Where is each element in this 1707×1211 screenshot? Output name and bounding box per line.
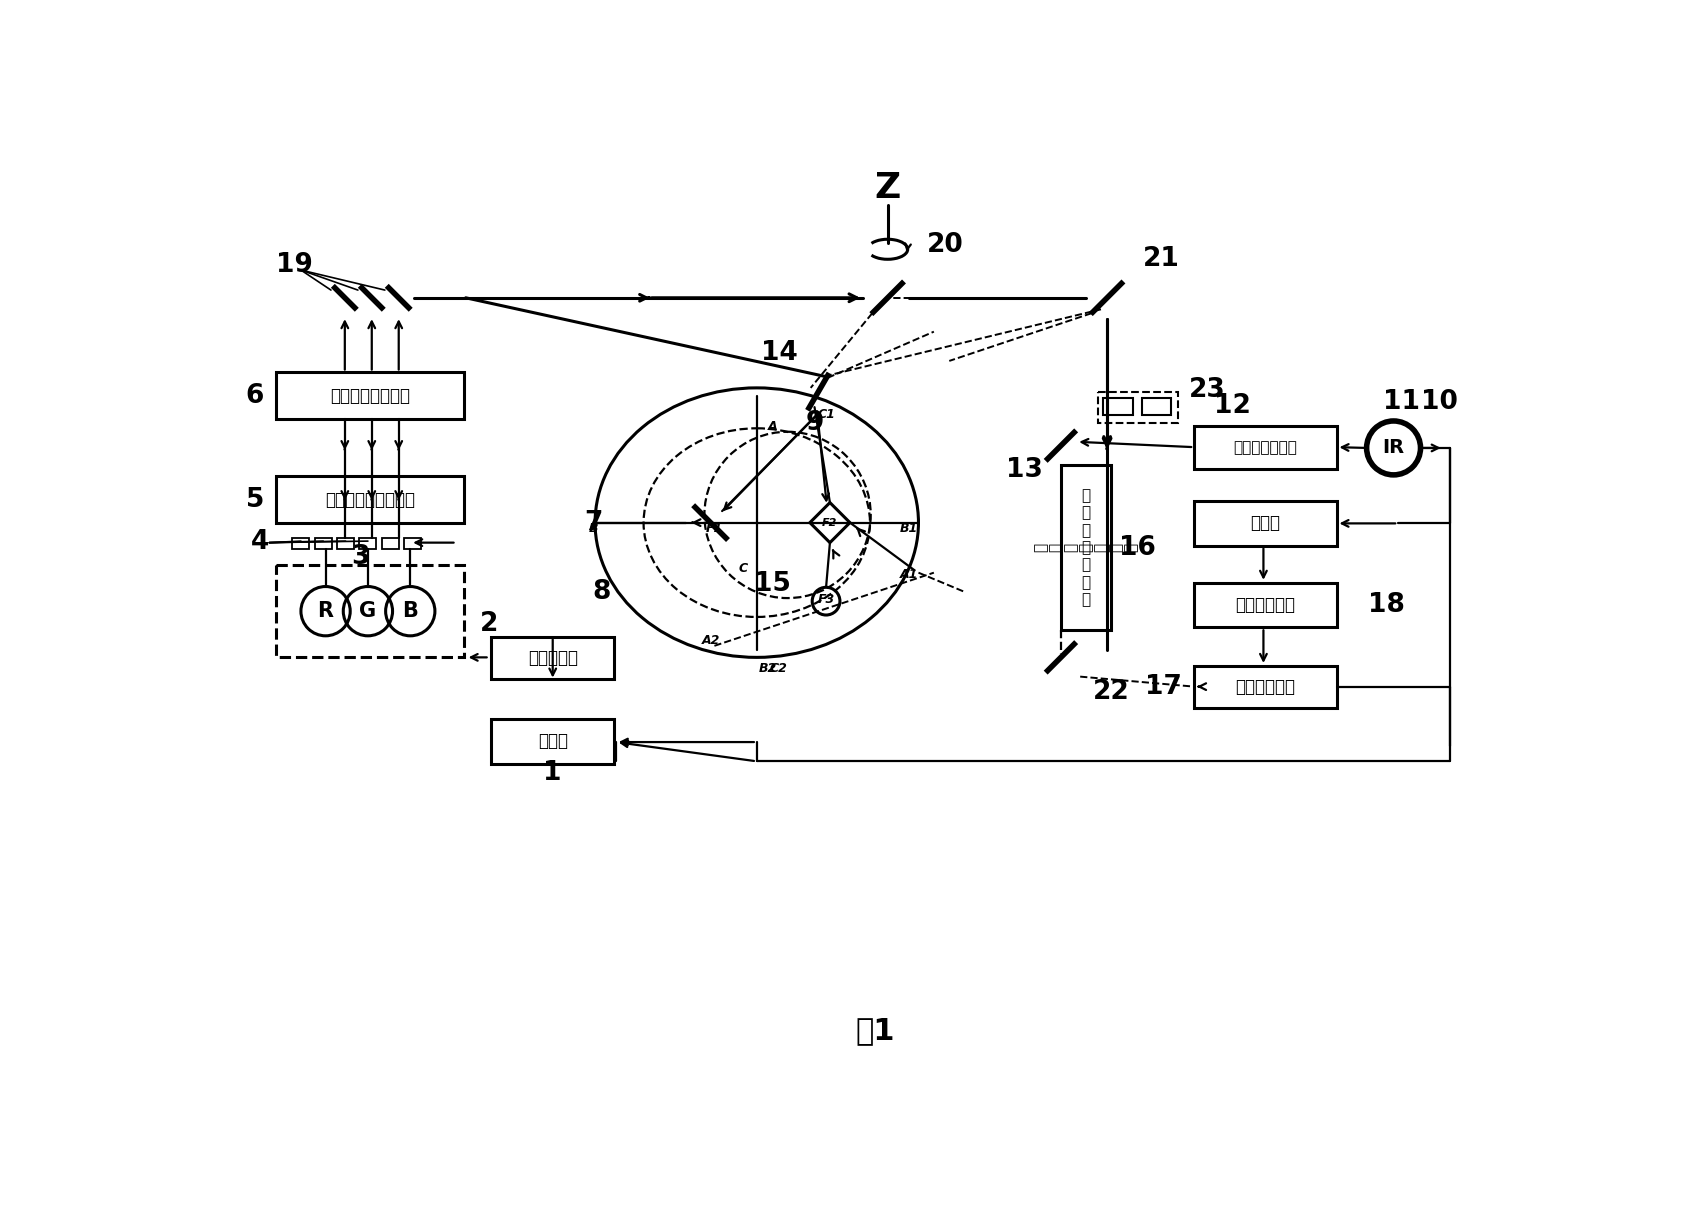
Text: 计算机: 计算机 — [1250, 515, 1280, 533]
Text: 图像处理模块: 图像处理模块 — [1234, 596, 1294, 614]
Text: 10: 10 — [1420, 389, 1458, 414]
Text: C: C — [737, 562, 748, 575]
Text: 12: 12 — [1214, 392, 1250, 419]
Text: 图1: 图1 — [855, 1016, 894, 1045]
FancyBboxPatch shape — [336, 538, 353, 549]
Text: B: B — [589, 522, 597, 535]
Text: 17: 17 — [1144, 673, 1181, 700]
Text: F2: F2 — [821, 517, 836, 528]
Text: 16: 16 — [1118, 534, 1156, 561]
FancyBboxPatch shape — [275, 373, 464, 419]
Text: G: G — [358, 601, 376, 621]
Text: 第
二
红
外
准
直
仪: 第 二 红 外 准 直 仪 — [1033, 543, 1139, 552]
Text: 18: 18 — [1367, 592, 1405, 618]
Text: B1: B1 — [900, 522, 918, 535]
Text: A1: A1 — [900, 568, 918, 581]
Text: B: B — [403, 601, 418, 621]
Text: F3: F3 — [818, 593, 835, 607]
FancyBboxPatch shape — [492, 637, 615, 679]
Text: 9: 9 — [806, 409, 823, 436]
FancyBboxPatch shape — [1140, 398, 1171, 415]
FancyBboxPatch shape — [292, 538, 309, 549]
Text: 第
二
红
外
准
直
仪: 第 二 红 外 准 直 仪 — [1081, 488, 1089, 608]
Text: 2: 2 — [480, 612, 498, 637]
Text: B2: B2 — [758, 662, 777, 676]
FancyBboxPatch shape — [1193, 426, 1337, 469]
Text: 脉冲发生器: 脉冲发生器 — [527, 649, 577, 667]
FancyBboxPatch shape — [1193, 582, 1337, 627]
Text: R: R — [318, 601, 333, 621]
Text: A2: A2 — [702, 633, 719, 647]
Text: 8: 8 — [592, 579, 609, 606]
Text: 控制器: 控制器 — [538, 733, 567, 751]
Text: 21: 21 — [1142, 246, 1180, 272]
Text: Z: Z — [874, 171, 900, 205]
Text: 激光能量监测控制器: 激光能量监测控制器 — [324, 490, 415, 509]
Text: 红外光扫描仪: 红外光扫描仪 — [1234, 678, 1294, 696]
Text: 19: 19 — [277, 252, 312, 277]
Text: 5: 5 — [246, 487, 265, 512]
FancyBboxPatch shape — [314, 538, 331, 549]
Text: 7: 7 — [584, 510, 603, 535]
Text: 14: 14 — [761, 340, 797, 366]
Text: 3: 3 — [352, 544, 369, 570]
FancyBboxPatch shape — [275, 566, 464, 658]
Text: 13: 13 — [1005, 458, 1043, 483]
FancyBboxPatch shape — [358, 538, 376, 549]
Text: 11: 11 — [1383, 389, 1419, 414]
Text: C2: C2 — [768, 662, 787, 676]
Text: 光路准直系统总成: 光路准直系统总成 — [329, 386, 410, 404]
Text: 15: 15 — [753, 572, 790, 597]
Text: 20: 20 — [927, 233, 963, 258]
Text: 1: 1 — [543, 759, 562, 786]
FancyBboxPatch shape — [382, 538, 398, 549]
Text: F1: F1 — [705, 522, 722, 535]
FancyBboxPatch shape — [1103, 398, 1132, 415]
Text: 6: 6 — [246, 383, 265, 408]
FancyBboxPatch shape — [1060, 465, 1110, 631]
FancyBboxPatch shape — [1193, 666, 1337, 708]
FancyBboxPatch shape — [492, 719, 615, 764]
Text: 22: 22 — [1092, 679, 1128, 705]
FancyBboxPatch shape — [275, 476, 464, 523]
Text: 第一红外准直仪: 第一红外准直仪 — [1232, 440, 1297, 455]
Text: 4: 4 — [251, 529, 270, 555]
FancyBboxPatch shape — [1193, 501, 1337, 546]
Text: A: A — [766, 420, 777, 432]
Text: C1: C1 — [816, 408, 835, 421]
Text: 23: 23 — [1188, 377, 1226, 403]
FancyBboxPatch shape — [405, 538, 422, 549]
Text: IR: IR — [1381, 438, 1403, 458]
